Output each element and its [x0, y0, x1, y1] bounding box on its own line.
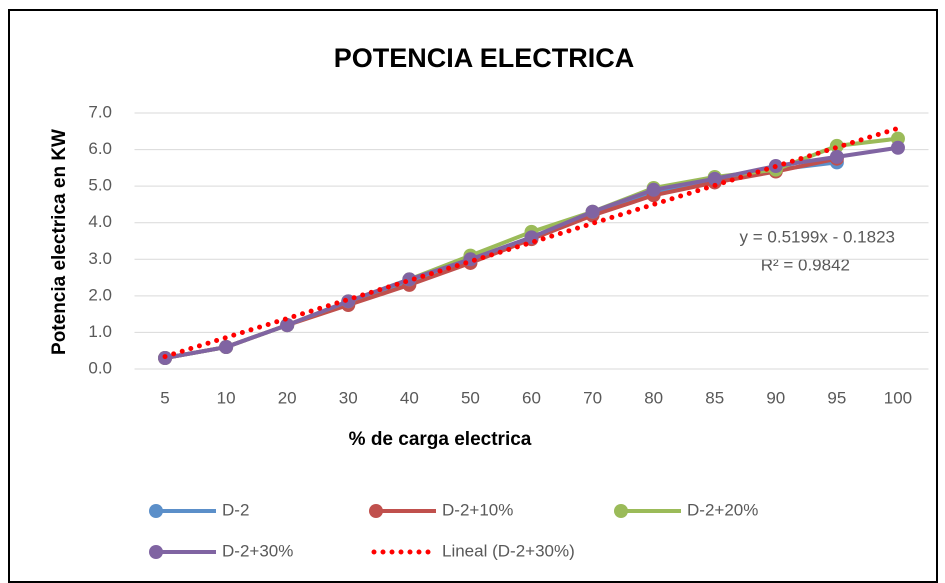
- y-tick-label: 4.0: [88, 212, 112, 231]
- point-marker: [829, 149, 844, 164]
- x-tick-label: 20: [278, 388, 297, 407]
- point-marker: [890, 140, 905, 155]
- trend-equation: y = 0.5199x - 0.1823: [740, 227, 895, 246]
- x-tick-label: 100: [884, 388, 912, 407]
- chart-title: POTENCIA ELECTRICA: [334, 43, 635, 73]
- x-tick-label: 30: [339, 388, 358, 407]
- trend-line: [162, 125, 901, 360]
- y-tick-label: 7.0: [88, 102, 112, 121]
- legend-marker: [149, 504, 163, 518]
- x-tick-label: 70: [583, 388, 602, 407]
- y-tick-label: 0.0: [88, 358, 112, 377]
- x-tick-label: 10: [217, 388, 236, 407]
- x-axis-title: % de carga electrica: [349, 429, 532, 450]
- y-tick-label: 2.0: [88, 285, 112, 304]
- x-tick-label: 40: [400, 388, 419, 407]
- legend-marker: [149, 545, 163, 559]
- point-marker: [646, 182, 661, 197]
- x-tick-label: 95: [827, 388, 846, 407]
- point-marker: [219, 340, 234, 355]
- x-tick-label: 5: [160, 388, 169, 407]
- point-marker: [707, 171, 722, 186]
- x-tick-label: 60: [522, 388, 541, 407]
- y-tick-label: 6.0: [88, 139, 112, 158]
- x-tick-label: 85: [705, 388, 724, 407]
- point-marker: [585, 204, 600, 219]
- legend-marker: [614, 504, 628, 518]
- x-tick-label: 80: [644, 388, 663, 407]
- x-tick-label: 90: [766, 388, 785, 407]
- trend-r2: R² = 0.9842: [761, 255, 850, 274]
- y-tick-label: 5.0: [88, 176, 112, 195]
- x-tick-label: 50: [461, 388, 480, 407]
- legend-label: D-2+30%: [222, 541, 293, 560]
- legend-marker: [369, 504, 383, 518]
- legend-label: Lineal (D-2+30%): [442, 541, 575, 560]
- legend-label: D-2: [222, 500, 249, 519]
- y-tick-label: 1.0: [88, 322, 112, 341]
- y-tick-label: 3.0: [88, 249, 112, 268]
- point-marker: [280, 318, 295, 333]
- legend-label: D-2+20%: [687, 500, 758, 519]
- legend-label: D-2+10%: [442, 500, 513, 519]
- y-axis-title: Potencia electrica en KW: [49, 129, 70, 355]
